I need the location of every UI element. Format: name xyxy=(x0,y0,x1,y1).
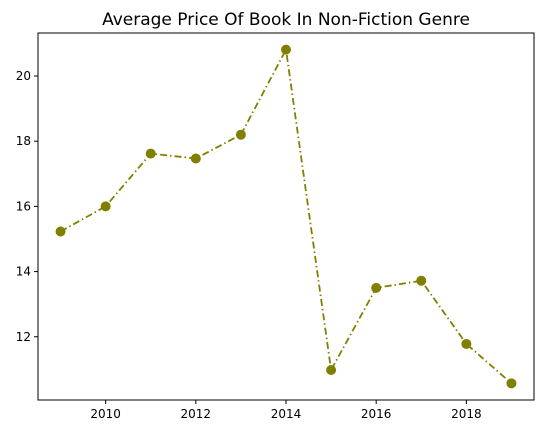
series-line xyxy=(60,46,513,385)
y-tick-label: 12 xyxy=(16,330,31,344)
data-point xyxy=(416,275,427,286)
data-point xyxy=(235,129,246,140)
y-tick-label: 14 xyxy=(16,265,31,279)
data-point xyxy=(326,365,337,376)
y-tick-label: 20 xyxy=(16,69,31,83)
plot-area xyxy=(38,33,534,400)
y-tick-label: 18 xyxy=(16,134,31,148)
x-tick-label: 2016 xyxy=(361,407,392,421)
data-point xyxy=(461,338,472,349)
data-point xyxy=(55,226,66,237)
data-point xyxy=(145,148,156,159)
x-tick-label: 2012 xyxy=(181,407,212,421)
plot-frame xyxy=(37,32,535,401)
x-tick-label: 2018 xyxy=(451,407,482,421)
data-point xyxy=(100,201,111,212)
y-tick-label: 16 xyxy=(16,199,31,213)
x-tick-label: 2014 xyxy=(271,407,302,421)
chart-title: Average Price Of Book In Non-Fiction Gen… xyxy=(102,10,470,30)
series-layer xyxy=(55,44,517,389)
data-point xyxy=(190,153,201,164)
data-point xyxy=(506,378,517,389)
x-axis-ticks: 2010 2012 2014 2016 2018 xyxy=(90,400,482,421)
data-point xyxy=(281,44,291,55)
data-point xyxy=(371,282,382,293)
y-axis-ticks: 12 14 16 18 20 xyxy=(16,69,38,344)
x-tick-label: 2010 xyxy=(90,407,121,421)
